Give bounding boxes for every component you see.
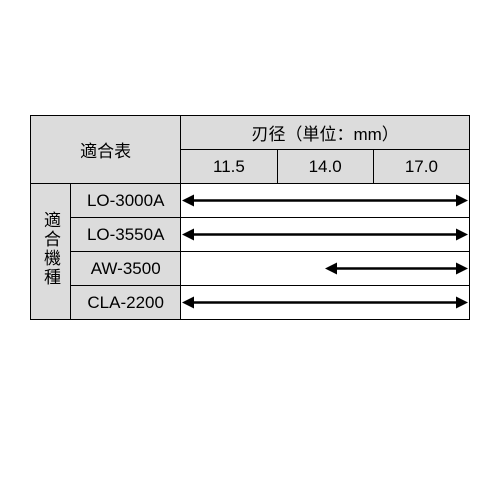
arrow-cell-0	[181, 184, 470, 218]
model-name-1: LO-3550A	[71, 218, 181, 252]
dia-col-1: 14.0	[277, 150, 373, 184]
dia-val-2: 17.0	[405, 157, 438, 176]
dia-col-2: 17.0	[373, 150, 469, 184]
model-name-0: LO-3000A	[71, 184, 181, 218]
compatibility-table-wrap: 適合表 刃径（単位：mm） 11.5 14.0 17.0 適合機種 LO-300…	[30, 115, 470, 320]
model-name-2: AW-3500	[71, 252, 181, 286]
side-label: 適合機種	[38, 211, 63, 287]
model-name-2-text: AW-3500	[91, 259, 161, 278]
arrow-cell-1	[181, 218, 470, 252]
model-row-0: 適合機種 LO-3000A	[31, 184, 470, 218]
header-main: 適合表	[31, 116, 181, 184]
page: { "colors": { "header_bg": "#dcdcdc", "b…	[0, 0, 500, 500]
header-diameter: 刃径（単位：mm）	[181, 116, 470, 150]
header-diameter-label: 刃径（単位：mm）	[251, 125, 398, 144]
model-row-3: CLA-2200	[31, 286, 470, 320]
arrow-cell-2	[181, 252, 470, 286]
side-label-cell: 適合機種	[31, 184, 71, 320]
model-row-2: AW-3500	[31, 252, 470, 286]
compatibility-table: 適合表 刃径（単位：mm） 11.5 14.0 17.0 適合機種 LO-300…	[30, 115, 470, 320]
range-arrow	[181, 184, 469, 217]
header-main-label: 適合表	[80, 142, 131, 161]
model-name-0-text: LO-3000A	[87, 191, 165, 210]
range-arrow	[181, 218, 469, 251]
range-arrow	[181, 252, 469, 285]
model-name-3: CLA-2200	[71, 286, 181, 320]
model-row-1: LO-3550A	[31, 218, 470, 252]
model-name-1-text: LO-3550A	[87, 225, 165, 244]
range-arrow	[181, 286, 469, 319]
header-row-1: 適合表 刃径（単位：mm）	[31, 116, 470, 150]
dia-col-0: 11.5	[181, 150, 277, 184]
dia-val-1: 14.0	[309, 157, 342, 176]
model-name-3-text: CLA-2200	[87, 293, 164, 312]
dia-val-0: 11.5	[213, 157, 245, 176]
arrow-cell-3	[181, 286, 470, 320]
